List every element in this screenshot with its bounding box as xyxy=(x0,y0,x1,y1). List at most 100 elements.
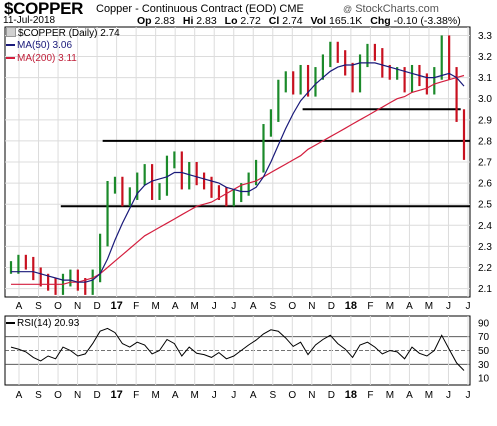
rsi-x-tick: F xyxy=(133,390,139,401)
exchange-name: CME xyxy=(279,3,304,15)
rsi-y-tick: 10 xyxy=(478,374,490,385)
rsi-x-tick: J xyxy=(466,390,471,401)
price-x-tick: J xyxy=(466,301,471,312)
rsi-x-labels: A S O N D 17 F M A M J J A S O N D 18 F M A M J J xyxy=(16,389,471,401)
rsi-x-tick: J xyxy=(231,390,236,401)
price-x-tick: A xyxy=(250,301,257,312)
price-x-tick: N xyxy=(308,301,315,312)
rsi-x-tick: D xyxy=(328,390,335,401)
price-y-tick: 2.2 xyxy=(478,263,492,274)
price-y-tick: 2.6 xyxy=(478,179,492,190)
rsi-x-tick: M xyxy=(191,390,199,401)
price-y-tick: 2.8 xyxy=(478,136,492,147)
rsi-x-tick: N xyxy=(308,390,315,401)
price-y-tick: 3.0 xyxy=(478,94,492,105)
rsi-x-tick: M xyxy=(425,390,433,401)
volume-value: 165.1K xyxy=(329,15,363,27)
rsi-x-tick: O xyxy=(288,390,296,401)
price-x-tick: 18 xyxy=(345,300,357,312)
price-x-tick: S xyxy=(269,301,276,312)
price-x-tick: F xyxy=(133,301,139,312)
rsi-x-tick: A xyxy=(16,390,23,401)
price-y-tick: 3.2 xyxy=(478,52,492,63)
moving-averages xyxy=(11,62,465,285)
rsi-y-tick: 70 xyxy=(478,332,490,343)
price-y-tick: 2.3 xyxy=(478,242,492,253)
price-x-tick: M xyxy=(425,301,433,312)
price-x-tick: A xyxy=(406,301,413,312)
price-axis-ticks: 2.1 2.2 2.3 2.4 2.5 2.6 2.7 2.8 2.9 3.0 3.1 3.2 3.3 xyxy=(478,31,492,295)
price-x-tick: A xyxy=(16,301,23,312)
rsi-x-tick: F xyxy=(367,390,373,401)
rsi-x-tick: A xyxy=(406,390,413,401)
rsi-x-tick: J xyxy=(212,390,217,401)
price-x-tick: D xyxy=(328,301,335,312)
legend-ma200-text: MA(200) 3.11 xyxy=(17,53,77,64)
rsi-x-tick: J xyxy=(446,390,451,401)
price-x-tick: N xyxy=(74,301,81,312)
price-x-tick: F xyxy=(367,301,373,312)
rsi-x-tick: D xyxy=(93,390,100,401)
legend-price: $COPPER (Daily) 2.74 xyxy=(6,27,120,39)
open-label: Op xyxy=(137,15,152,27)
high-label: Hi xyxy=(182,15,194,27)
price-x-tick: 17 xyxy=(110,300,122,312)
legend-price-text: $COPPER (Daily) 2.74 xyxy=(18,28,120,39)
low-value: 2.72 xyxy=(240,15,261,27)
instrument-name: Copper - Continuous Contract (EOD) xyxy=(96,3,277,15)
rsi-series-line xyxy=(10,327,465,371)
legend-ma50: MA(50) 3.06 xyxy=(6,40,72,51)
rsi-y-tick: 30 xyxy=(478,360,490,371)
rsi-x-tick: O xyxy=(54,390,62,401)
price-y-tick: 2.9 xyxy=(478,115,492,126)
close-value: 2.74 xyxy=(282,15,303,27)
price-x-tick: O xyxy=(288,301,296,312)
price-x-tick: O xyxy=(54,301,62,312)
legend-ma200: MA(200) 3.11 xyxy=(6,53,77,64)
watermark: @ StockCharts.com xyxy=(343,3,439,15)
ma50-line xyxy=(11,62,465,283)
price-x-tick: S xyxy=(35,301,42,312)
change-label: Chg xyxy=(370,15,391,27)
change-value: -0.10 (-3.38%) xyxy=(393,15,461,27)
chart-date: 11-Jul-2018 xyxy=(3,15,56,26)
price-y-tick: 3.1 xyxy=(478,73,492,84)
copyright-icon: @ xyxy=(343,4,353,14)
price-y-tick: 2.7 xyxy=(478,158,492,169)
ohlc-stats: Op 2.83 Hi 2.83 Lo 2.72 Cl 2.74 Vol 165.… xyxy=(137,15,461,27)
price-x-tick: M xyxy=(386,301,394,312)
legend-rsi-text: RSI(14) 20.93 xyxy=(17,318,80,329)
price-x-tick: M xyxy=(191,301,199,312)
rsi-y-tick: 50 xyxy=(478,346,490,357)
rsi-x-tick: S xyxy=(269,390,276,401)
price-x-tick: M xyxy=(151,301,159,312)
rsi-y-tick: 90 xyxy=(478,318,490,329)
rsi-x-tick: N xyxy=(74,390,81,401)
price-bars xyxy=(9,35,466,295)
rsi-x-tick: M xyxy=(151,390,159,401)
rsi-x-tick: A xyxy=(250,390,257,401)
price-y-tick: 2.5 xyxy=(478,200,492,211)
price-x-tick: D xyxy=(93,301,100,312)
volume-label: Vol xyxy=(310,15,327,27)
price-x-labels: A S O N D 17 F M A M J J A S O N D 18 F M A M J J xyxy=(16,300,471,312)
price-y-tick: 3.3 xyxy=(478,31,492,42)
price-x-tick: J xyxy=(212,301,217,312)
rsi-x-tick: 18 xyxy=(345,389,357,401)
price-x-tick: J xyxy=(231,301,236,312)
high-value: 2.83 xyxy=(196,15,217,27)
rsi-x-tick: M xyxy=(386,390,394,401)
low-label: Lo xyxy=(224,15,238,27)
price-x-tick: J xyxy=(446,301,451,312)
rsi-x-tick: A xyxy=(172,390,179,401)
chart-symbol: $COPPER xyxy=(4,0,84,18)
rsi-legend-swatch xyxy=(6,322,15,325)
legend-ma50-text: MA(50) 3.06 xyxy=(17,40,73,51)
price-legend-swatch xyxy=(6,27,16,37)
price-y-tick: 2.4 xyxy=(478,221,492,232)
ma50-legend-swatch xyxy=(6,44,15,47)
rsi-axis-ticks: 10 30 50 70 90 xyxy=(478,318,490,384)
chart-instrument-name: Copper - Continuous Contract (EOD) CME xyxy=(96,3,304,15)
legend-rsi: RSI(14) 20.93 xyxy=(6,318,79,329)
